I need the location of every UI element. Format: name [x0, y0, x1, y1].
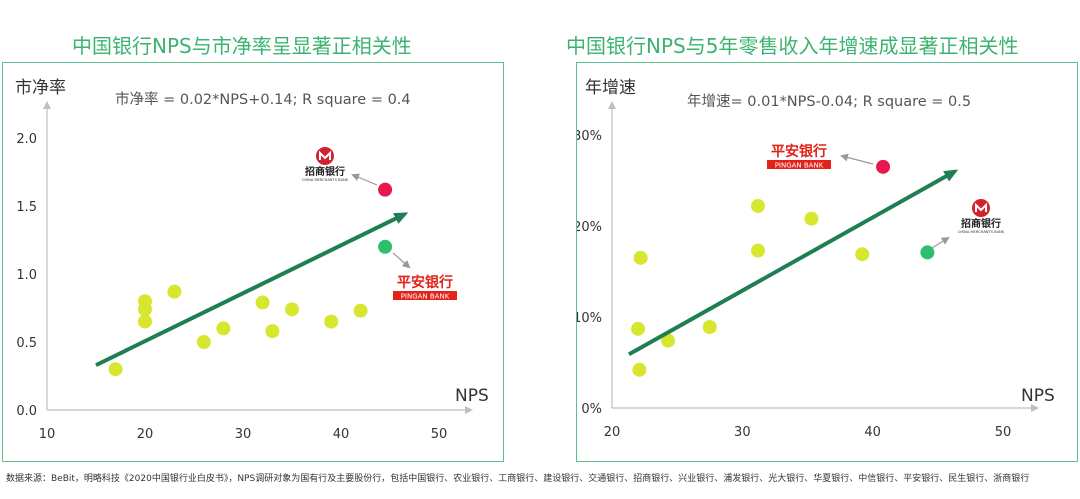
y-axis-label: 年增速	[585, 78, 636, 98]
x-tick-label: 30	[734, 425, 751, 440]
scatter-chart-left: 市净率 NPS 市净率 = 0.02*NPS+0.14; R square = 0.…	[15, 78, 489, 442]
data-point	[750, 198, 765, 213]
data-point	[633, 250, 648, 265]
y-tick-label: 2.0	[16, 132, 37, 147]
regression-equation: 年增速= 0.01*NPS-0.04; R square = 0.5	[687, 93, 971, 110]
data-point	[138, 314, 152, 329]
highlight-point	[378, 182, 393, 197]
highlight-point	[920, 245, 935, 260]
data-point	[632, 362, 647, 377]
data-point	[750, 243, 765, 258]
x-tick-label: 40	[864, 425, 881, 440]
data-point	[324, 314, 339, 329]
pingan-logo-text: 平安银行	[397, 274, 453, 291]
data-point	[216, 321, 231, 336]
source-footnote: 数据来源：BeBit，明略科技《2020中国银行业白皮书》，NPS调研对象为国有…	[6, 474, 1030, 484]
trend-arrow	[627, 169, 959, 357]
highlight-point	[876, 159, 891, 174]
pingan-logo-bar	[393, 291, 457, 300]
chart-panel-left: 市净率 NPS 市净率 = 0.02*NPS+0.14; R square = 0.…	[2, 62, 504, 462]
cmb-emblem-mark	[319, 150, 331, 160]
data-point	[196, 335, 211, 349]
x-tick-label: 50	[431, 427, 448, 442]
pingan-logo-subtext: PINGAN BANK	[401, 293, 450, 301]
pingan-logo: 平安银行 PINGAN BANK	[767, 143, 831, 170]
x-tick-label: 20	[604, 425, 621, 440]
x-tick-label: 20	[137, 427, 154, 442]
data-point	[265, 324, 280, 339]
callout-arrow	[392, 252, 411, 269]
y-tick-label: 1.0	[16, 268, 37, 283]
chart-title-left: 中国银行NPS与市净率呈显著正相关性	[72, 34, 412, 58]
callout-arrow	[840, 153, 874, 165]
highlight-point	[378, 239, 393, 254]
pingan-logo-text: 平安银行	[771, 143, 827, 160]
data-point	[353, 303, 368, 318]
x-axis-label: NPS	[1021, 386, 1055, 406]
y-tick-label: 20%	[577, 220, 602, 235]
y-tick-label: 30%	[577, 129, 602, 144]
cmb-emblem-mark	[975, 202, 987, 212]
data-point	[631, 321, 646, 336]
callout-arrow	[351, 173, 378, 186]
x-tick-label: 30	[235, 427, 252, 442]
data-point	[138, 302, 152, 317]
data-point	[661, 333, 676, 348]
trend-arrow	[95, 212, 409, 367]
cmb-logo-text: 招商银行	[961, 217, 1001, 230]
callout-arrow	[931, 236, 950, 249]
cmb-logo-text: 招商银行	[305, 165, 345, 178]
chart-title-right: 中国银行NPS与5年零售收入年增速成显著正相关性	[566, 34, 1019, 58]
y-tick-label: 0.0	[16, 404, 37, 419]
y-tick-label: 0%	[581, 402, 602, 417]
scatter-chart-right: 年增速 NPS 年增速= 0.01*NPS-0.04; R square = 0.5…	[577, 78, 1055, 440]
y-tick-label: 1.5	[16, 200, 37, 215]
y-tick-label: 0.5	[16, 336, 37, 351]
cmb-emblem-icon	[316, 147, 334, 165]
y-axis-label: 市净率	[15, 78, 66, 98]
cmb-logo-subtext: CHINA MERCHANTS BANK	[302, 178, 349, 182]
data-point	[255, 295, 270, 310]
cmb-emblem-icon	[972, 199, 990, 217]
x-tick-label: 50	[995, 425, 1012, 440]
cmb-logo-subtext: CHINA MERCHANTS BANK	[958, 230, 1005, 234]
pingan-logo-bar	[767, 160, 831, 169]
data-point	[855, 247, 870, 262]
data-point	[167, 284, 182, 299]
data-point	[285, 302, 299, 317]
x-axis-label: NPS	[455, 386, 489, 406]
pingan-logo: 平安银行 PINGAN BANK	[393, 274, 457, 301]
x-tick-label: 10	[39, 427, 56, 442]
regression-equation: 市净率 = 0.02*NPS+0.14; R square = 0.4	[115, 91, 411, 108]
y-tick-label: 10%	[577, 311, 602, 326]
data-point	[108, 362, 123, 377]
x-tick-label: 40	[333, 427, 350, 442]
chart-panel-right: 年增速 NPS 年增速= 0.01*NPS-0.04; R square = 0.5…	[576, 62, 1078, 462]
data-point	[702, 320, 717, 335]
data-point	[804, 211, 819, 226]
pingan-logo-subtext: PINGAN BANK	[775, 162, 824, 170]
